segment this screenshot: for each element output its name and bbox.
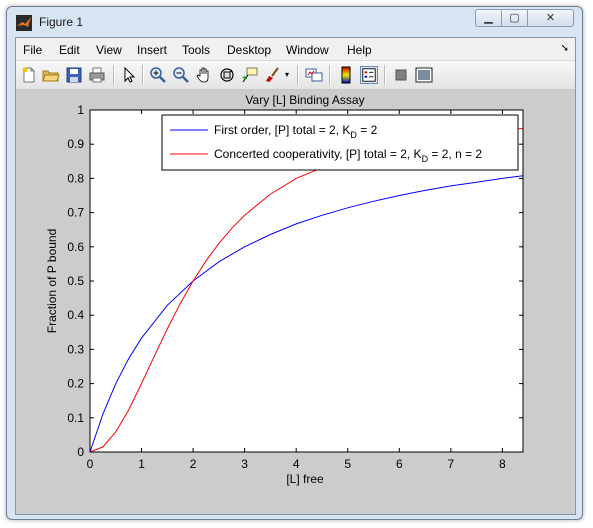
link-plot-icon[interactable] [305,66,323,84]
y-tick-label: 0.7 [67,206,84,220]
x-tick-label: 2 [190,457,197,471]
menu-tools[interactable]: Tools [182,43,211,57]
toolbar-separator [113,65,115,85]
window-title: Figure 1 [39,15,84,29]
menu-view[interactable]: View [96,43,122,57]
close-icon: ✕ [545,12,556,24]
legend-box[interactable] [161,114,519,171]
y-tick-label: 0.1 [67,411,84,425]
y-tick-label: 0.5 [67,274,84,288]
rotate-3d-icon[interactable] [218,66,236,84]
menu-window[interactable]: Window [286,43,329,57]
minimize-button[interactable]: ▁ [475,9,502,27]
legend[interactable]: First order, [P] total = 2, KD = 2 Conce… [161,114,519,171]
minimize-icon: ▁ [484,12,493,24]
matlab-logo-icon [16,15,32,31]
toolbar-separator [142,65,144,85]
y-tick-label: 0 [77,445,84,459]
x-tick-label: 3 [241,457,248,471]
title-bar[interactable]: Figure 1 ▁ ▢ ✕ [7,7,582,37]
y-tick-label: 1 [77,103,84,117]
insert-colorbar-icon[interactable] [337,66,355,84]
save-icon[interactable] [65,66,83,84]
x-tick-label: 6 [396,457,403,471]
y-axis-label: Fraction of P bound [45,229,59,334]
close-button[interactable]: ✕ [527,9,574,27]
brush-icon[interactable] [264,66,282,84]
data-cursor-icon[interactable] [241,66,259,84]
toolbar-separator [384,65,386,85]
figure-client: File Edit View Insert Tools Desktop Wind… [15,37,576,515]
x-tick-label: 7 [447,457,454,471]
pan-hand-icon[interactable] [195,66,213,84]
dock-arrow-icon[interactable]: ➘ [560,43,569,54]
series-line-0[interactable] [90,175,523,452]
y-tick-label: 0.8 [67,171,84,185]
x-tick-label: 4 [293,457,300,471]
toolbar-separator [297,65,299,85]
y-tick-label: 0.9 [67,137,84,151]
maximize-icon: ▢ [509,12,520,24]
menu-insert[interactable]: Insert [137,43,168,57]
brush-dropdown-icon[interactable]: ▾ [285,70,290,79]
menu-edit[interactable]: Edit [59,43,80,57]
zoom-in-icon[interactable] [149,66,167,84]
y-tick-label: 0.2 [67,377,84,391]
figure-canvas: Vary [L] Binding Assay 0 1 2 3 4 5 6 7 8 0 0.1 0.2 0… [16,90,575,514]
figure-window: Figure 1 ▁ ▢ ✕ File Edit View Insert Too… [6,6,583,520]
x-tick-label: 0 [87,457,94,471]
show-plot-tools-icon[interactable] [415,66,433,84]
menu-help[interactable]: Help [347,43,372,57]
legend-label-first-order: First order, [P] total = 2, KD = 2 [214,123,378,140]
new-figure-icon[interactable] [20,66,38,84]
x-tick-label: 8 [499,457,506,471]
menu-file[interactable]: File [23,43,43,57]
x-tick-label: 5 [344,457,351,471]
y-tick-label: 0.3 [67,342,84,356]
legend-label-concerted: Concerted cooperativity, [P] total = 2, … [214,147,482,164]
print-icon[interactable] [88,66,106,84]
maximize-button[interactable]: ▢ [501,9,528,27]
menu-bar: File Edit View Insert Tools Desktop Wind… [16,38,575,60]
plot-svg: Vary [L] Binding Assay 0 1 2 3 4 5 6 7 8 0 0.1 0.2 0… [45,93,524,486]
hide-plot-tools-icon[interactable] [392,66,410,84]
edit-plot-arrow-icon[interactable] [120,66,138,84]
toolbar-separator [329,65,331,85]
x-tick-label: 1 [138,457,145,471]
chart-title: Vary [L] Binding Assay [245,93,364,107]
insert-legend-icon[interactable] [360,66,378,84]
x-axis-label: [L] free [286,472,324,486]
open-file-icon[interactable] [42,66,60,84]
y-tick-label: 0.4 [67,308,84,322]
figure-toolbar: ▾ [16,60,575,90]
y-tick-label: 0.6 [67,240,84,254]
zoom-out-icon[interactable] [172,66,190,84]
menu-desktop[interactable]: Desktop [227,43,272,57]
